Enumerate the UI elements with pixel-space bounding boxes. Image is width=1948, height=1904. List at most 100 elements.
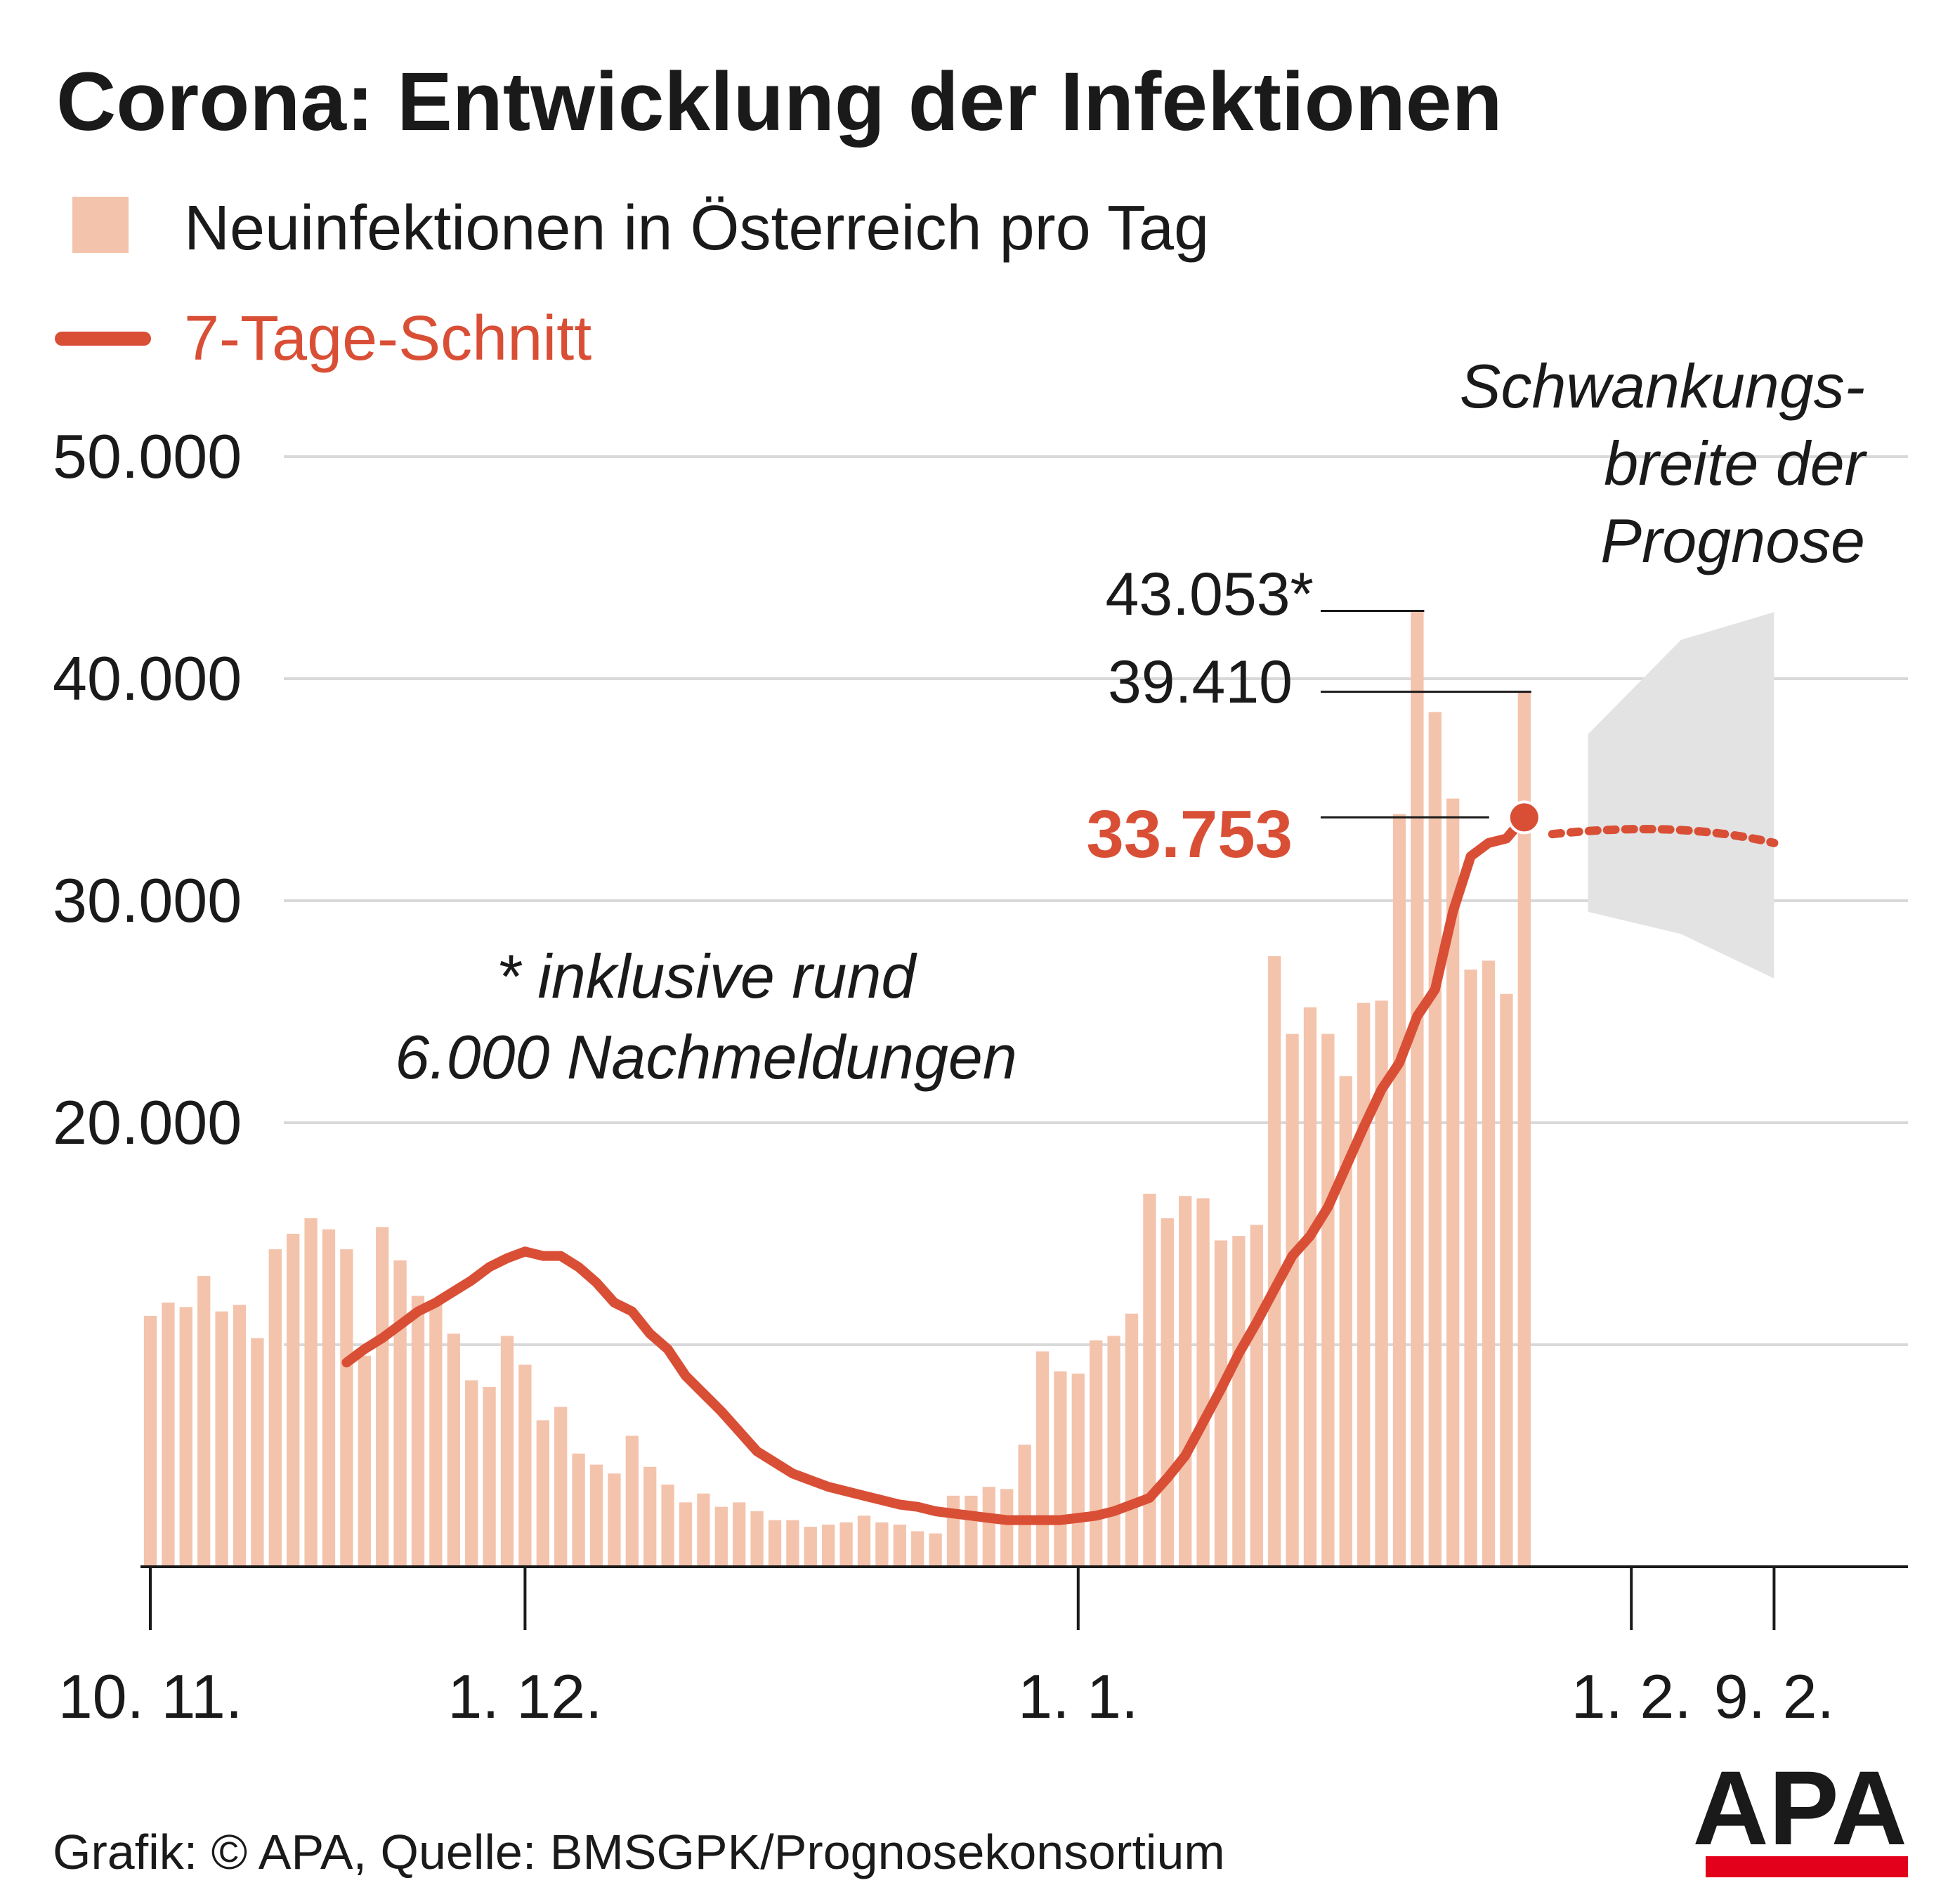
daily-bar [625,1435,639,1567]
avg-value-label: 33.753 [1086,797,1293,872]
daily-bar [1428,712,1442,1567]
daily-bar [1303,1007,1317,1567]
daily-bar [1179,1196,1192,1567]
y-axis-ticks: 50.000 40.000 30.000 20.000 [53,422,242,1157]
daily-bar [1107,1336,1120,1567]
daily-bar [1375,1000,1388,1567]
daily-bar [251,1338,264,1567]
daily-bar [304,1218,318,1567]
daily-bar [1268,956,1281,1567]
daily-bar [804,1527,817,1567]
daily-bar [287,1234,300,1567]
daily-bar [1357,1003,1371,1567]
daily-bar [1392,814,1406,1567]
seven-day-average-line [341,812,1529,1525]
daily-bar [518,1364,532,1567]
daily-bar [733,1502,746,1567]
daily-bar [1196,1198,1210,1567]
x-tick-label: 9. 2. [1714,1662,1834,1731]
forecast-band [1588,612,1774,979]
daily-bar [1000,1489,1014,1567]
apa-logo-text: APA [1692,1749,1907,1867]
daily-bar [162,1302,175,1567]
y-tick-label: 30.000 [53,866,242,935]
daily-bar [1054,1371,1067,1567]
daily-bar [1214,1240,1228,1567]
y-tick-label: 50.000 [53,422,242,491]
daily-bar [1321,1033,1335,1567]
daily-bar [268,1249,282,1567]
daily-bar [1232,1236,1246,1567]
daily-bar [714,1506,728,1567]
daily-bar [179,1307,192,1567]
last-value-label: 39.410 [1108,648,1293,716]
daily-bar [376,1227,389,1567]
daily-bar [233,1305,247,1567]
daily-bar [893,1524,906,1567]
source-credit: Grafik: © APA, Quelle: BMSGPK/Prognoseko… [53,1825,1225,1879]
daily-bar [1339,1076,1352,1567]
daily-bar [1161,1218,1174,1567]
daily-bar [143,1315,157,1567]
daily-bar [1482,960,1496,1567]
daily-bar [1018,1445,1031,1567]
daily-bar [215,1311,228,1567]
daily-bar [1446,798,1460,1567]
x-axis-ticks: 10. 11. 1. 12. 1. 1. 1. 2. 9. 2. [58,1568,1834,1731]
daily-bars [143,611,1531,1567]
daily-bar [661,1485,674,1567]
daily-bar [1286,1033,1299,1567]
apa-logo: APA [1692,1749,1908,1877]
daily-bar [1464,969,1477,1567]
daily-bar [1143,1194,1156,1567]
daily-bar [982,1487,995,1567]
daily-bar [822,1524,835,1567]
daily-bar [554,1407,568,1567]
daily-bar [358,1355,371,1567]
daily-bar [946,1495,960,1567]
daily-bar [679,1502,693,1567]
forecast-line [1548,825,1779,847]
daily-bar [857,1515,871,1567]
daily-bar [965,1495,978,1567]
daily-bar [839,1522,853,1567]
daily-bar [393,1260,407,1567]
footnote-line1: * inklusive rund [497,941,918,1011]
daily-bar [929,1533,942,1567]
x-tick-label: 10. 11. [58,1662,243,1731]
daily-bar [1125,1313,1139,1567]
daily-bar [1500,993,1513,1567]
daily-bar [643,1466,657,1567]
legend-line-label: 7-Tage-Schnitt [184,304,591,374]
y-tick-label: 20.000 [53,1088,242,1157]
footnote-line2: 6.000 Nachmeldungen [395,1022,1017,1092]
daily-bar [447,1334,460,1567]
daily-bar [536,1420,549,1567]
daily-bar [340,1249,353,1567]
x-tick-label: 1. 2. [1571,1662,1692,1731]
daily-bar [1517,691,1531,1567]
y-tick-label: 40.000 [53,644,242,713]
daily-bar [786,1520,799,1567]
daily-bar [750,1511,764,1567]
daily-bar [1035,1351,1050,1567]
daily-bar [911,1531,924,1567]
daily-bar [483,1387,496,1567]
daily-bar [1090,1340,1103,1567]
daily-bar [697,1493,710,1567]
daily-bar [322,1229,336,1567]
x-tick-label: 1. 12. [447,1662,602,1731]
daily-bar [608,1473,621,1567]
apa-logo-bar [1706,1856,1908,1877]
daily-bar [1250,1225,1263,1567]
daily-bar [429,1305,443,1567]
daily-bar [875,1522,889,1567]
daily-bar [1071,1374,1085,1567]
band-label-line3: Prognose [1600,506,1865,575]
daily-bar [500,1336,514,1567]
daily-bar [411,1296,425,1567]
band-label-line2: breite der [1604,429,1867,498]
daily-bar [768,1520,782,1567]
legend-bar-swatch [72,197,129,253]
